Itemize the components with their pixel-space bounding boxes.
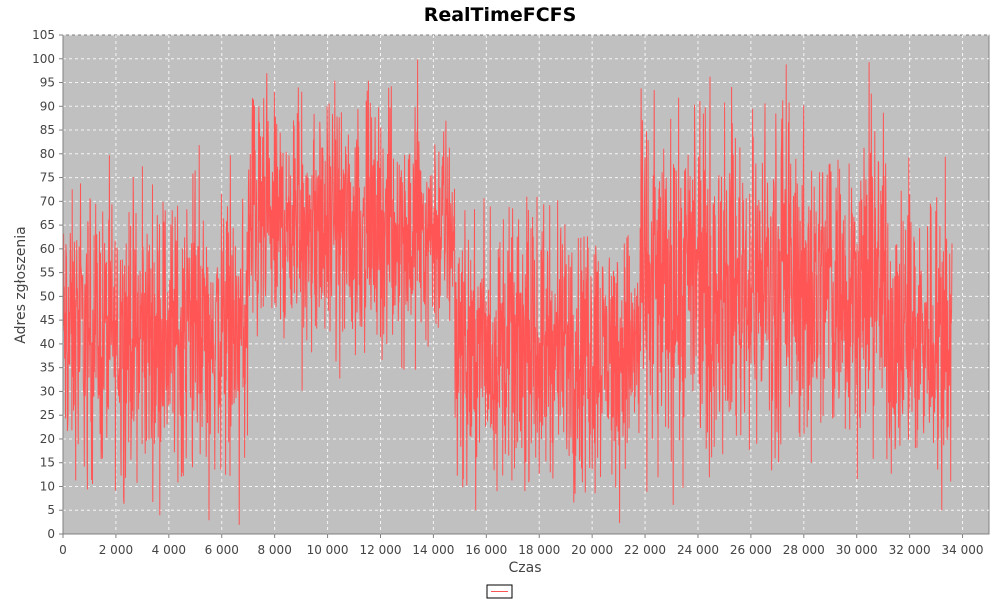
x-axis: 0 2 000 4 000 6 000 8 000 10 000 12 000 14 000 1… [59,533,989,557]
chart-title: RealTimeFCFS [424,4,577,26]
y-axis: 0 5 10 15 20 25 30 35 40 45 50 55 60 65 70 75 80 85 90 95 10… [32,28,64,541]
x-tick-label: 26 000 [730,543,772,557]
plot-area [62,34,990,535]
y-tick-label: 45 [40,313,55,327]
y-tick-label: 10 [40,479,55,493]
y-tick-label: 30 [40,384,55,398]
x-tick-label: 6 000 [205,543,239,557]
x-tick-label: 32 000 [889,543,931,557]
y-tick-label: 80 [40,147,55,161]
x-tick-label: 16 000 [465,543,507,557]
x-tick-label: 28 000 [783,543,825,557]
legend [486,584,513,599]
x-tick-label: 30 000 [836,543,878,557]
y-tick-label: 5 [47,503,55,517]
x-tick-label: 14 000 [412,543,454,557]
x-tick-label: 0 [59,543,67,557]
x-tick-label: 22 000 [624,543,666,557]
x-tick-label: 18 000 [518,543,560,557]
y-tick-label: 95 [40,76,55,90]
x-tick-label: 10 000 [307,543,349,557]
y-axis-label: Adres zgłoszenia [13,226,29,343]
y-tick-label: 65 [40,218,55,232]
y-tick-label: 105 [32,28,55,42]
x-tick-label: 20 000 [571,543,613,557]
x-axis-label: Czas [509,560,542,576]
y-tick-label: 40 [40,337,55,351]
y-tick-label: 60 [40,242,55,256]
y-tick-label: 0 [47,527,55,541]
x-tick-label: 4 000 [152,543,186,557]
y-tick-label: 85 [40,123,55,137]
y-tick-label: 25 [40,408,55,422]
y-tick-label: 50 [40,289,55,303]
y-tick-label: 75 [40,171,55,185]
series-line [62,59,953,525]
y-tick-label: 15 [40,456,55,470]
x-tick-label: 34 000 [942,543,984,557]
x-tick-label: 2 000 [99,543,133,557]
y-tick-label: 55 [40,266,55,280]
x-tick-label: 12 000 [359,543,401,557]
y-tick-label: 90 [40,99,55,113]
y-tick-label: 70 [40,194,55,208]
y-tick-label: 100 [32,52,55,66]
x-tick-label: 24 000 [677,543,719,557]
y-tick-label: 35 [40,361,55,375]
y-tick-label: 20 [40,432,55,446]
x-tick-label: 8 000 [257,543,291,557]
